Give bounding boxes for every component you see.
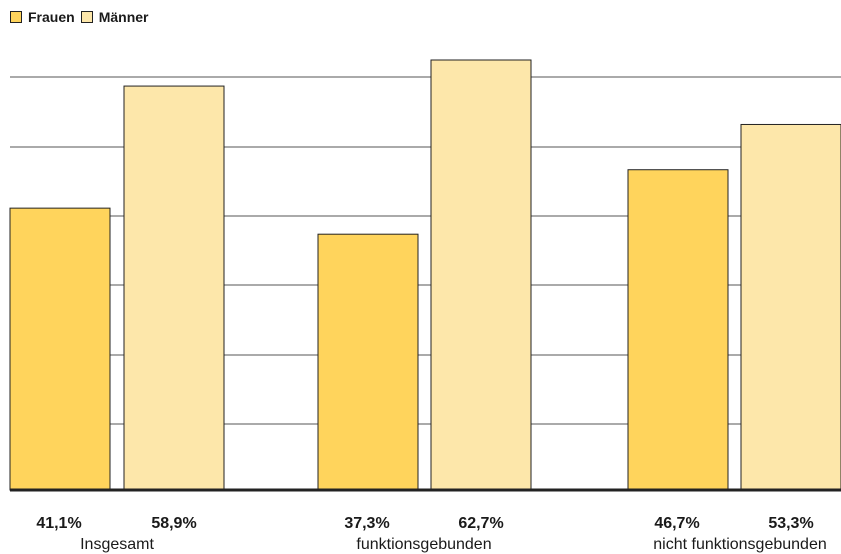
legend-swatch-frauen: [10, 11, 22, 23]
bar-frauen-1: [9, 207, 111, 491]
chart-legend: Frauen Männer: [10, 9, 154, 25]
bar-maenner-1: [123, 85, 225, 491]
category-label-2: funktionsgebunden: [356, 536, 491, 553]
value-label-maenner-3: 53,3%: [768, 515, 813, 532]
legend-swatch-maenner: [80, 11, 93, 23]
bar-maenner-2: [430, 59, 532, 491]
value-label-frauen-3: 46,7%: [654, 515, 699, 532]
category-label-3: nicht funktionsgebunden: [653, 536, 826, 553]
legend-label-frauen: Frauen: [28, 9, 75, 25]
legend-item-maenner: Männer: [80, 9, 149, 25]
bar-frauen-3: [627, 169, 729, 491]
value-label-frauen-2: 37,3%: [344, 515, 389, 532]
value-label-maenner-1: 58,9%: [151, 515, 196, 532]
value-label-maenner-2: 62,7%: [458, 515, 503, 532]
legend-item-frauen: Frauen: [10, 9, 75, 25]
value-label-frauen-1: 41,1%: [36, 515, 81, 532]
bar-frauen-2: [317, 233, 419, 491]
legend-label-maenner: Männer: [98, 9, 149, 25]
bar-maenner-3: [740, 123, 841, 491]
category-label-1: Insgesamt: [80, 536, 154, 553]
